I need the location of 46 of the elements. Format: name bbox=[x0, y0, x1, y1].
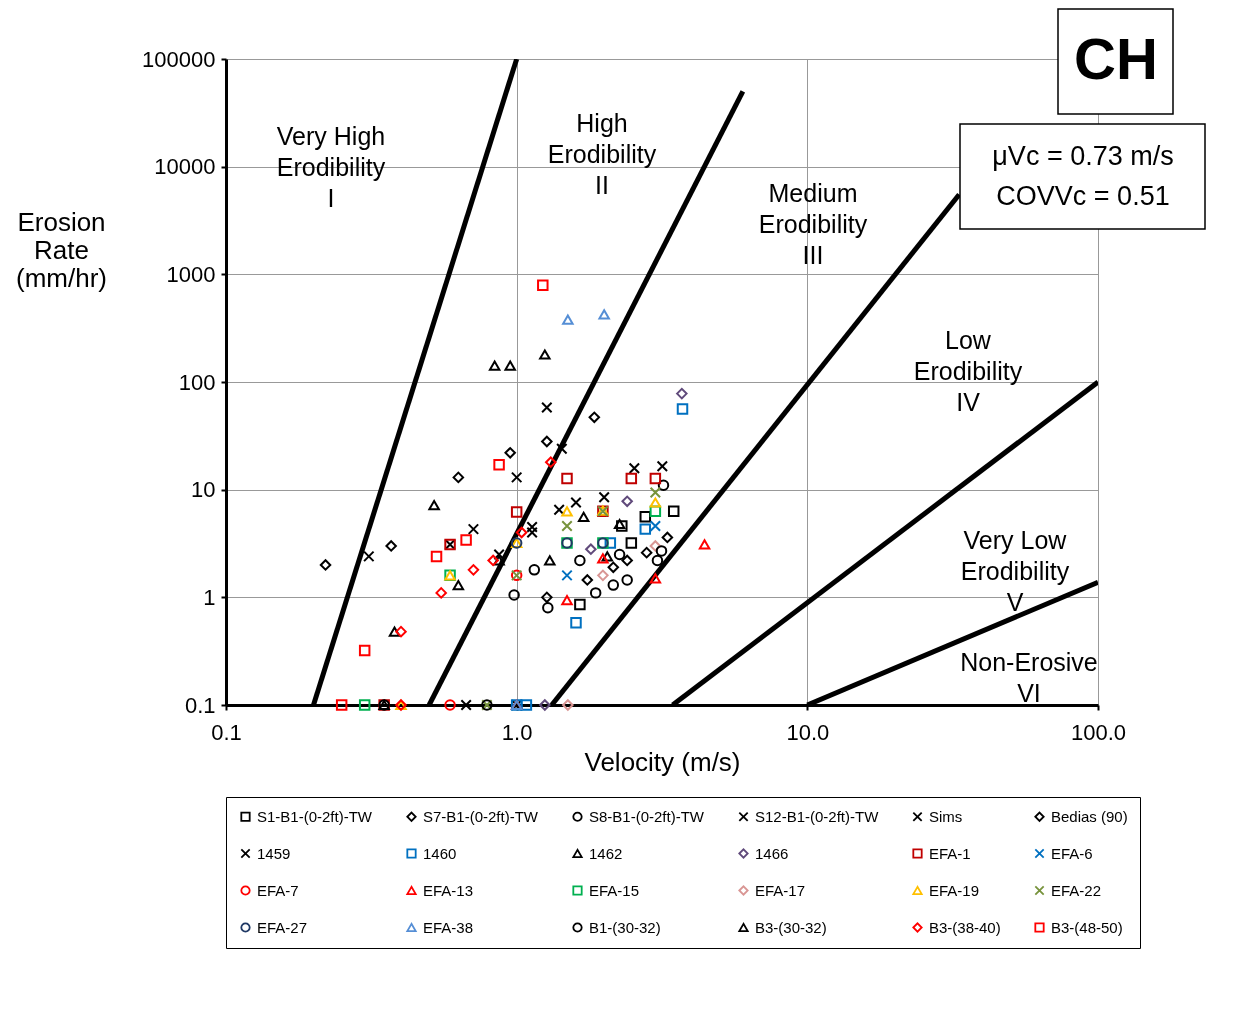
legend-label: EFA-15 bbox=[589, 881, 640, 899]
annotation: COVVc = 0.51 bbox=[996, 181, 1170, 211]
annotation: High Erodibility II bbox=[547, 109, 657, 199]
x-tick-label: 10.0 bbox=[786, 719, 830, 745]
x-tick-label: 100.0 bbox=[1070, 719, 1127, 745]
y-tick-label: 100000 bbox=[142, 46, 216, 72]
legend-label: 1466 bbox=[755, 844, 789, 862]
legend-label: 1460 bbox=[423, 844, 457, 862]
legend-label: B3-(48-50) bbox=[1051, 918, 1123, 936]
y-tick-label: 1000 bbox=[166, 261, 216, 287]
annotation: CH bbox=[1074, 26, 1158, 91]
legend-label: B1-(30-32) bbox=[589, 918, 661, 936]
legend-label: S7-B1-(0-2ft)-TW bbox=[423, 807, 539, 825]
y-tick-label: 10 bbox=[191, 477, 216, 503]
legend-label: S1-B1-(0-2ft)-TW bbox=[257, 807, 373, 825]
y-axis-title: Erosion Rate (mm/hr) bbox=[16, 206, 107, 293]
legend-label: EFA-17 bbox=[755, 881, 806, 899]
legend-label: 1462 bbox=[589, 844, 623, 862]
legend-label: 1459 bbox=[257, 844, 291, 862]
legend-label: EFA-27 bbox=[257, 918, 308, 936]
annotation: Very Low Erodibility V bbox=[960, 526, 1070, 616]
annotation: μVc = 0.73 m/s bbox=[992, 141, 1174, 171]
legend-label: B3-(30-32) bbox=[755, 918, 827, 936]
annotation: Non-Erosive VI bbox=[960, 648, 1098, 707]
legend-label: B3-(38-40) bbox=[929, 918, 1001, 936]
legend-label: EFA-38 bbox=[423, 918, 474, 936]
annotation: Medium Erodibility III bbox=[758, 179, 868, 269]
legend-label: EFA-22 bbox=[1051, 881, 1102, 899]
x-axis-title: Velocity (m/s) bbox=[584, 746, 741, 777]
y-tick-label: 0.1 bbox=[184, 692, 216, 718]
legend-label: S8-B1-(0-2ft)-TW bbox=[589, 807, 705, 825]
legend-label: S12-B1-(0-2ft)-TW bbox=[755, 807, 880, 825]
legend-label: EFA-1 bbox=[929, 844, 971, 862]
x-tick-label: 1.0 bbox=[501, 719, 533, 745]
annotation: Low Erodibility IV bbox=[913, 326, 1023, 416]
legend-label: EFA-13 bbox=[423, 881, 474, 899]
legend-label: Bedias (90) bbox=[1051, 807, 1128, 825]
y-tick-label: 100 bbox=[178, 369, 216, 395]
legend-label: EFA-19 bbox=[929, 881, 980, 899]
x-tick-label: 0.1 bbox=[211, 719, 242, 745]
annotation: Very High Erodibility I bbox=[276, 122, 386, 212]
legend-label: EFA-6 bbox=[1051, 844, 1093, 862]
legend-label: Sims bbox=[929, 807, 963, 825]
legend-label: EFA-7 bbox=[257, 881, 299, 899]
y-tick-label: 1 bbox=[203, 584, 216, 610]
y-tick-label: 10000 bbox=[154, 154, 216, 180]
